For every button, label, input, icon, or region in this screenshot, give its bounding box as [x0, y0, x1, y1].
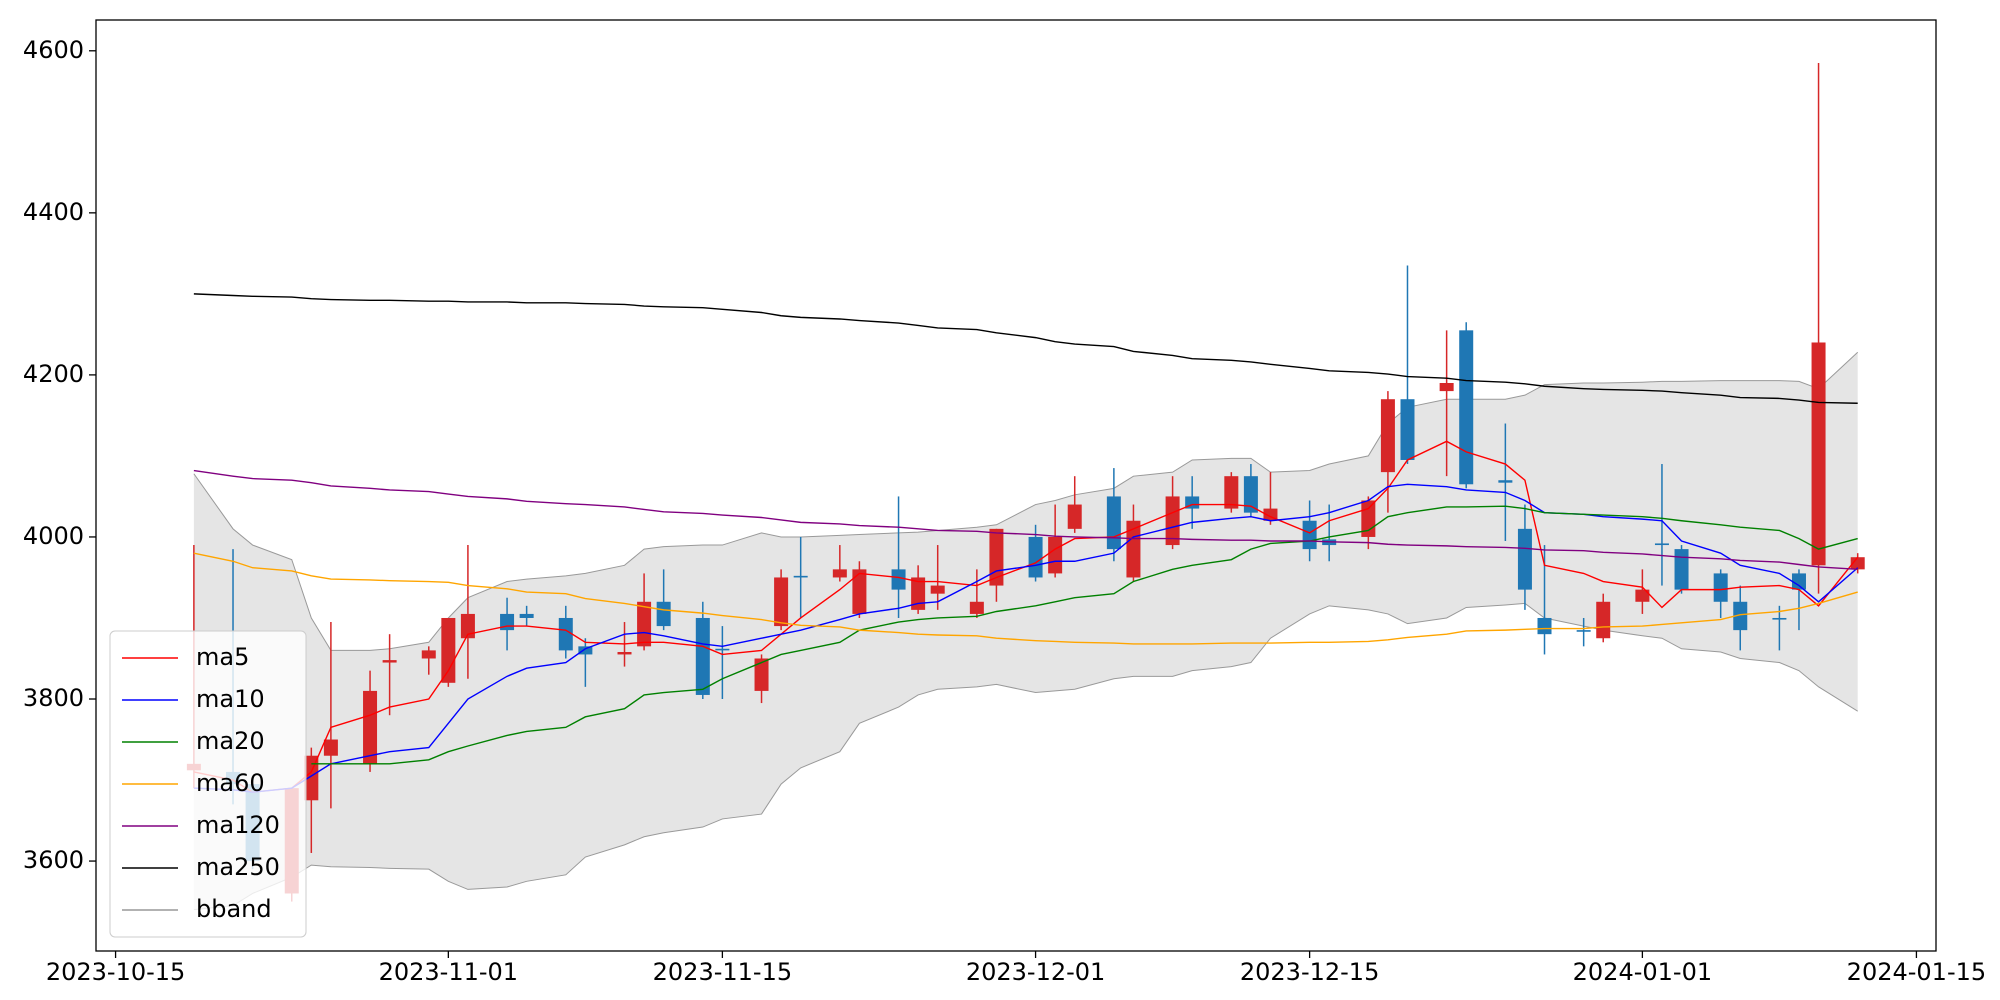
- candle-body: [1439, 383, 1454, 392]
- legend-label: ma5: [196, 643, 249, 671]
- legend-label: ma250: [196, 853, 280, 881]
- x-tick-label: 2024-01-15: [1847, 958, 1986, 986]
- candle-body: [852, 569, 867, 614]
- candle-body: [1537, 617, 1552, 635]
- candle-body: [1243, 476, 1258, 513]
- candle-body: [832, 569, 847, 578]
- candle-body: [1028, 536, 1043, 578]
- ma-line: [193, 552, 1858, 645]
- legend-box: [109, 630, 307, 938]
- candle-body: [1400, 399, 1415, 460]
- candle-body: [1517, 528, 1532, 590]
- y-tick-label: 3800: [23, 684, 84, 712]
- candle-body: [1850, 557, 1865, 570]
- candle-body: [421, 650, 436, 659]
- candle-body: [911, 577, 926, 610]
- candle-body: [1224, 476, 1239, 509]
- x-tick-label: 2023-10-15: [46, 958, 185, 986]
- candle-body: [754, 658, 769, 691]
- candle-body: [323, 739, 338, 756]
- candle-body: [1048, 536, 1063, 574]
- y-tick-label: 4400: [23, 198, 84, 226]
- candle-body: [989, 528, 1004, 586]
- candle-body: [1674, 549, 1689, 590]
- ma-line: [193, 469, 1858, 571]
- legend-label: ma60: [196, 769, 265, 797]
- ma-line: [311, 505, 1858, 765]
- candle-body: [441, 617, 456, 683]
- candle-body: [1733, 601, 1748, 631]
- y-tick-label: 4000: [23, 522, 84, 550]
- legend-label: ma20: [196, 727, 265, 755]
- candle-body: [617, 652, 632, 655]
- candle-body: [891, 569, 906, 590]
- candle-body: [715, 648, 730, 651]
- candle-body: [637, 601, 652, 647]
- candle-body: [774, 577, 789, 627]
- candle-body: [1380, 399, 1395, 473]
- candle-body: [1302, 520, 1317, 550]
- plot-frame: [95, 19, 1937, 952]
- x-tick-label: 2023-12-15: [1240, 958, 1379, 986]
- candle-body: [793, 575, 808, 578]
- candle-body: [1126, 520, 1141, 578]
- candle-body: [695, 617, 710, 695]
- candle-body: [363, 690, 378, 764]
- candle-body: [1576, 630, 1591, 632]
- candle-body: [1811, 342, 1826, 566]
- ma-line: [193, 293, 1858, 404]
- plot-area: [186, 62, 1865, 911]
- candle-body: [1713, 573, 1728, 602]
- legend-label: bband: [196, 895, 272, 923]
- legend-label: ma10: [196, 685, 265, 713]
- candle-body: [1106, 496, 1121, 550]
- y-tick-label: 4200: [23, 360, 84, 388]
- candle-body: [519, 613, 534, 618]
- candle-body: [578, 646, 593, 655]
- legend-label: ma120: [196, 811, 280, 839]
- candle-body: [1067, 504, 1082, 529]
- candle-body: [1791, 573, 1806, 590]
- candle-body: [969, 601, 984, 614]
- candle-body: [1635, 589, 1650, 602]
- candle-body: [1459, 330, 1474, 485]
- bband-area: [193, 352, 1858, 910]
- candle-body: [304, 755, 319, 801]
- candle-body: [558, 617, 573, 651]
- x-tick-label: 2023-11-01: [379, 958, 518, 986]
- ma-line: [193, 440, 1859, 793]
- y-tick-label: 4600: [23, 36, 84, 64]
- x-tick-label: 2023-12-01: [966, 958, 1105, 986]
- y-tick-label: 3600: [23, 846, 84, 874]
- candle-body: [1596, 601, 1611, 639]
- candle-body: [930, 585, 945, 594]
- candle-body: [656, 601, 671, 627]
- x-tick-label: 2023-11-15: [653, 958, 792, 986]
- x-tick-label: 2024-01-01: [1573, 958, 1712, 986]
- candle-body: [382, 660, 397, 663]
- legend: ma5 ma10 ma20 ma60 ma120 ma250 bband: [109, 630, 307, 938]
- candle-body: [1498, 480, 1513, 483]
- candle-body: [1654, 543, 1669, 546]
- candle-body: [460, 613, 475, 639]
- candle-body: [1772, 617, 1787, 620]
- candle-body: [1165, 496, 1180, 546]
